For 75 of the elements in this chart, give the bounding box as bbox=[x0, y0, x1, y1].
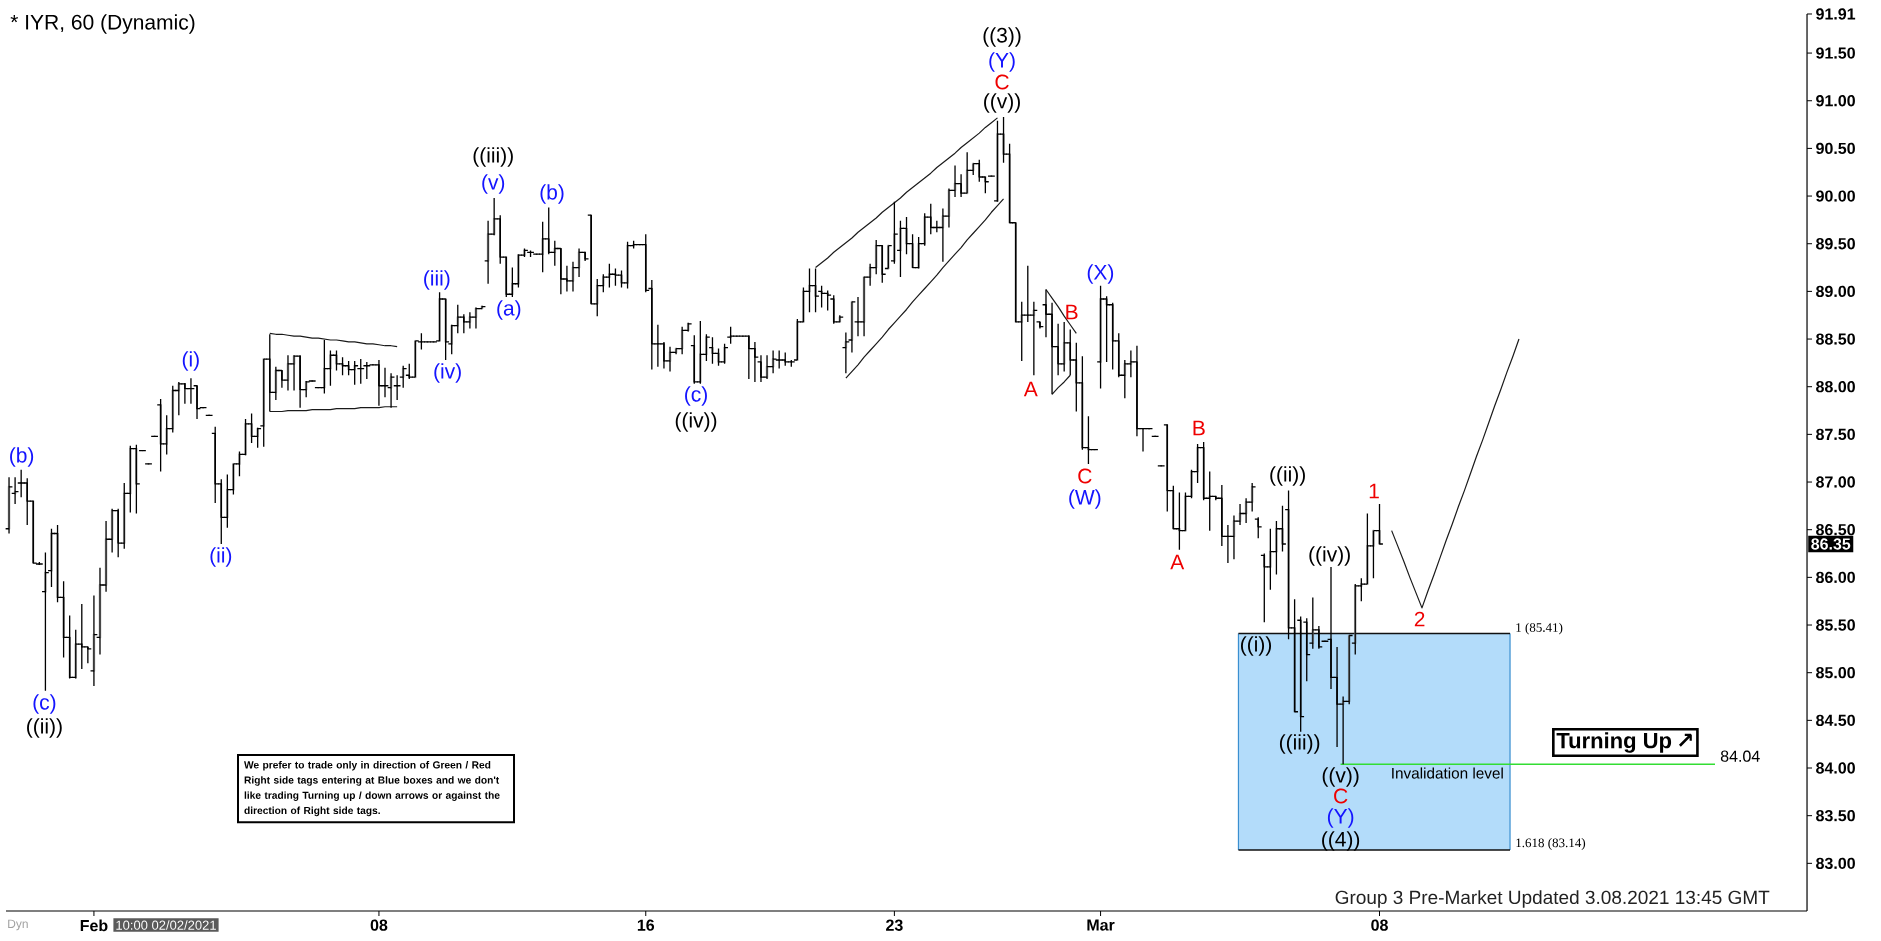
x-tick-label: 08 bbox=[370, 919, 388, 931]
x-tick-label: 08 bbox=[1371, 919, 1388, 931]
annotation: (b) bbox=[10, 447, 34, 467]
annotation: (ii) bbox=[210, 547, 232, 567]
y-tick-label: 85.00 bbox=[1816, 667, 1855, 679]
ref-line-label: 1.618 (83.14) bbox=[1516, 838, 1586, 850]
annotation: (a) bbox=[497, 300, 521, 320]
annotation: ((ii)) bbox=[1270, 466, 1305, 486]
y-tick-label: 91.91 bbox=[1816, 8, 1856, 20]
annotation: 2 bbox=[1414, 611, 1425, 627]
x-tick-label: 23 bbox=[886, 919, 903, 931]
annotation: (Y) bbox=[989, 52, 1015, 72]
annotation: A bbox=[1170, 554, 1185, 570]
ref-line-label: 1 (85.41) bbox=[1516, 622, 1563, 635]
y-tick-label: 85.50 bbox=[1816, 619, 1855, 631]
line-series bbox=[1391, 338, 1520, 609]
text: 86.35 bbox=[1811, 538, 1851, 550]
y-tick-label: 89.00 bbox=[1816, 285, 1855, 298]
annotation: (iii) bbox=[424, 270, 450, 290]
annotation: (i) bbox=[182, 351, 199, 371]
y-tick-label: 87.50 bbox=[1816, 428, 1855, 441]
x-tick-label: Feb bbox=[80, 919, 108, 932]
chart-title: * IYR, 60 (Dynamic) bbox=[10, 14, 195, 34]
ref-line-label: Invalidation level bbox=[1392, 767, 1503, 779]
annotation: B bbox=[1193, 420, 1205, 436]
annotation: (Y) bbox=[1327, 808, 1354, 828]
annotation: Group 3 Pre-Market Updated 3.08.2021 13:45 GMT bbox=[1335, 890, 1770, 908]
annotation: Turning Up bbox=[1556, 732, 1672, 753]
text: 10:00 02/02/2021 bbox=[116, 920, 216, 930]
annotation: (v) bbox=[482, 174, 505, 194]
y-tick-label: 88.00 bbox=[1816, 381, 1855, 393]
y-tick-label: 83.00 bbox=[1816, 857, 1855, 870]
annotation: ((v)) bbox=[1322, 767, 1359, 787]
annotation: ↗ bbox=[1678, 733, 1692, 747]
annotation: ((4)) bbox=[1322, 831, 1360, 851]
annotation: (b) bbox=[540, 184, 564, 204]
annotation: ((i)) bbox=[1240, 636, 1272, 656]
annotation: 1 bbox=[1369, 483, 1379, 499]
line-series bbox=[1051, 374, 1071, 395]
annotation: C bbox=[995, 74, 1009, 90]
y-tick-label: 90.50 bbox=[1816, 142, 1855, 155]
annotation: A bbox=[1023, 381, 1038, 397]
y-tick-label: 89.50 bbox=[1816, 238, 1855, 250]
candlestick bbox=[1190, 468, 1193, 499]
annotation: ((iv)) bbox=[1309, 546, 1350, 566]
annotation: ((iii)) bbox=[473, 147, 513, 167]
y-tick-label: 84.00 bbox=[1816, 762, 1855, 774]
line-series bbox=[1045, 288, 1077, 334]
annotation: (W) bbox=[1069, 489, 1101, 509]
text: Dyn bbox=[8, 919, 28, 931]
annotation: 84.04 bbox=[1720, 750, 1760, 762]
annotation: (X) bbox=[1087, 264, 1114, 284]
y-tick-label: 86.00 bbox=[1816, 571, 1855, 584]
x-tick-label: Mar bbox=[1087, 919, 1115, 931]
annotation: ((3)) bbox=[983, 27, 1021, 47]
annotation: ((iv)) bbox=[675, 412, 717, 432]
y-tick-label: 83.50 bbox=[1816, 810, 1855, 822]
annotation: ((ii)) bbox=[27, 718, 62, 738]
y-tick-label: 84.50 bbox=[1816, 714, 1855, 727]
annotation: ((iii)) bbox=[1279, 734, 1320, 754]
annotation: B bbox=[1066, 304, 1078, 320]
y-tick-label: 91.00 bbox=[1816, 95, 1855, 107]
y-tick-label: 88.50 bbox=[1816, 333, 1855, 345]
annotation: ((v)) bbox=[984, 93, 1020, 113]
y-tick-label: 87.00 bbox=[1816, 476, 1855, 488]
annotation: C bbox=[1078, 468, 1092, 484]
annotation: C bbox=[1334, 788, 1348, 804]
annotation: (c) bbox=[33, 694, 56, 714]
annotation: We prefer to trade only in direction of Green / Red Right side tags entering at Blue boxes and we don't like trading Turning up / down arrows or against the direction of Right side tags. bbox=[244, 761, 500, 817]
y-tick-label: 86.50 bbox=[1816, 524, 1855, 536]
y-tick-label: 91.50 bbox=[1816, 47, 1855, 59]
y-tick-label: 90.00 bbox=[1816, 190, 1855, 202]
x-tick-label: 16 bbox=[637, 919, 655, 931]
annotation: (iv) bbox=[434, 363, 461, 383]
annotation: (c) bbox=[685, 386, 707, 406]
